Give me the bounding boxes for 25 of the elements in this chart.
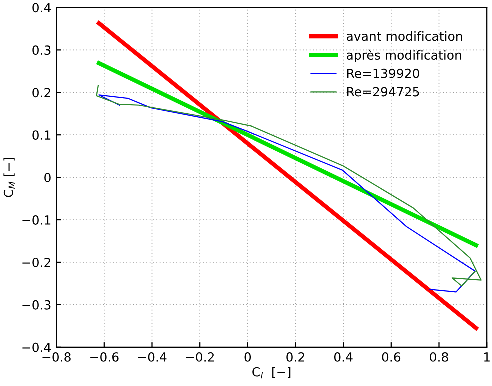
y-tick-label: 0 — [44, 173, 51, 182]
y-tick-label: −0.1 — [22, 215, 51, 225]
y-tick-label: 0.3 — [32, 46, 51, 56]
x-tick-label: 1 — [484, 352, 490, 362]
x-tick-label: 0.2 — [286, 352, 304, 362]
x-tick-label: −0.6 — [90, 352, 119, 362]
y-tick-label: 0.4 — [32, 3, 52, 13]
y-tick-label: −0.4 — [22, 342, 52, 352]
y-tick-label: −0.2 — [22, 258, 50, 268]
y-tick-label: 0.2 — [32, 88, 50, 98]
legend-label: Re=294725 — [347, 87, 420, 97]
x-tick-label: −0.8 — [42, 352, 71, 362]
x-tick-label: −0.4 — [138, 352, 167, 362]
y-tick-label: 0.1 — [32, 130, 51, 140]
x-axis-title: C$_{l}$ [−] — [252, 367, 291, 379]
legend-label: après modification — [346, 50, 462, 62]
y-tick-label: −0.3 — [22, 300, 51, 310]
legend-label: Re=139920 — [347, 68, 420, 78]
y-axis-title: C$_{M}$ [−] — [4, 158, 16, 198]
legend-label: avant modification — [346, 31, 462, 42]
x-tick-label: 0 — [244, 352, 252, 362]
x-tick-label: 0.4 — [334, 352, 353, 362]
x-tick-label: −0.2 — [186, 352, 214, 362]
x-tick-label: 0.6 — [382, 352, 401, 362]
x-tick-label: 0.8 — [430, 352, 448, 362]
